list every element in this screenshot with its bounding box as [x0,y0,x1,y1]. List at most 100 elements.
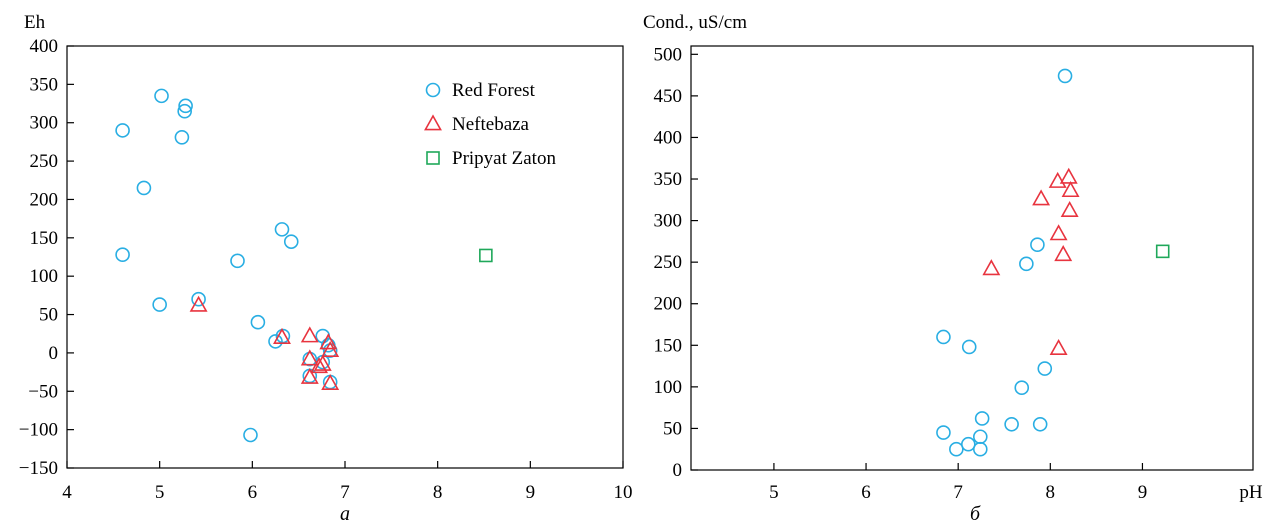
circle-point [177,103,192,119]
triangle-point [1048,171,1067,188]
triangle-point [1032,189,1051,206]
y-tick-label: 250 [654,252,683,273]
circle-point [972,429,988,445]
y-axis-title: Eh [24,12,46,33]
y-axis-title: Cond., uS/cm [643,12,747,33]
triangle-point [321,340,340,358]
series-neftebaza [189,295,340,391]
y-tick-label: 250 [30,151,59,172]
y-tick-label: 350 [654,169,683,190]
y-tick-label: 100 [654,377,683,398]
circle-point [136,180,152,196]
x-tick-label: 7 [953,482,963,503]
series-neftebaza [982,167,1080,356]
circle-point [178,98,193,114]
circle-point [191,291,206,307]
x-tick-label: 6 [248,482,258,503]
y-tick-label: 150 [654,335,683,356]
circle-point [1032,416,1048,432]
y-tick-label: 300 [654,211,683,232]
x-tick-label: 9 [526,482,536,503]
circle-point [974,411,990,426]
circle-point [1030,237,1045,252]
legend-marker-square [426,151,440,165]
triangle-point [313,354,332,371]
triangle-point [189,295,208,312]
triangle-point [1049,224,1068,241]
triangle-point [982,259,1001,276]
y-tick-label: 50 [663,418,682,439]
plot-frame [66,45,624,469]
y-tick-label: 500 [654,44,683,65]
triangle-point [1049,338,1068,356]
triangle-point [321,373,340,391]
y-tick-label: 350 [30,74,59,95]
circle-point [243,427,258,443]
circle-point [961,339,977,355]
y-tick-label: 450 [654,86,683,107]
triangle-point [300,326,319,343]
x-tick-label: 5 [155,482,165,503]
legend-marker-circle [425,82,441,98]
x-tick-label: 6 [861,482,871,503]
y-tick-label: 300 [30,113,59,134]
legend-label: Pripyat Zaton [452,148,556,169]
circle-point [283,234,299,249]
triangle-point [310,357,329,374]
y-tick-label: 100 [30,266,59,287]
circle-point [250,314,266,330]
plot-frame [690,45,1254,471]
triangle-point [319,333,338,350]
circle-point [936,425,951,440]
x-tick-label: 7 [340,482,350,503]
circle-point [154,88,169,104]
circle-point [1037,361,1053,376]
y-tick-label: 200 [654,294,683,315]
triangle-point [273,327,291,344]
circle-point [972,441,988,457]
y-tick-label: 400 [654,127,683,148]
x-axis-title: pH [1239,482,1263,503]
series-pripyat-zaton [1155,244,1170,259]
circle-point [322,374,338,390]
triangle-point [1061,181,1080,198]
triangle-point [1060,200,1079,218]
triangle-point [1059,167,1078,184]
legend-marker-triangle [424,114,442,131]
circle-point [936,329,951,345]
circle-point [152,297,167,312]
circle-point [961,436,976,452]
x-tick-label: 10 [614,482,633,503]
legend-label: Neftebaza [452,114,530,135]
circle-point [1004,416,1019,432]
y-tick-label: 0 [673,460,683,481]
circle-point [949,441,964,457]
square-point [1155,244,1170,259]
y-tick-label: −100 [19,420,58,441]
circle-point [1014,380,1030,395]
x-tick-label: 8 [433,482,443,503]
x-tick-label: 5 [769,482,779,503]
x-tick-label: 9 [1138,482,1148,503]
circle-point [1057,68,1073,84]
legend: Red Forest Neftebaza Pripyat Zaton [424,80,556,169]
circle-point [115,247,130,262]
y-tick-label: 0 [49,343,59,364]
chart-panel-a: 4 5 6 7 8 9 10 400 350 300 250 200 150 100 50 0 −50 −100 −… [19,12,633,525]
y-tick-label: 150 [30,228,59,249]
circle-point [230,253,245,269]
series-pripyat-zaton [479,248,493,263]
triangle-point [1054,245,1073,262]
triangle-point [300,367,319,384]
square-point [479,248,493,263]
series-red-forest [936,68,1073,457]
circle-point [268,334,283,349]
series-red-forest [115,88,338,443]
panel-label: б [970,503,981,525]
legend-label: Red Forest [452,80,536,101]
x-tick-label: 4 [62,482,72,503]
x-tick-label: 8 [1046,482,1056,503]
y-tick-label: 200 [30,189,59,210]
circle-point [1019,256,1034,272]
